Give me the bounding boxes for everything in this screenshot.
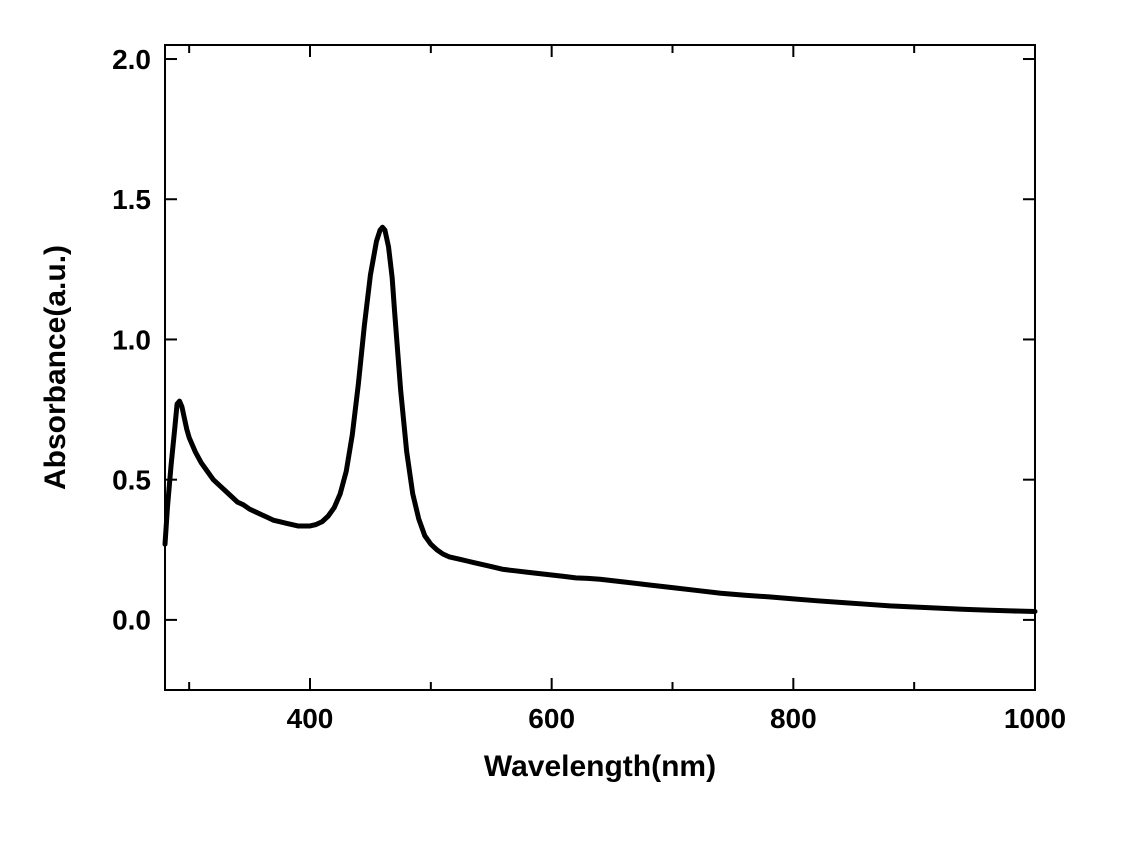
x-axis-title: Wavelength(nm) [484, 750, 716, 783]
plot-border [165, 45, 1035, 690]
absorbance-chart: 400 600 800 1000 0.0 0.5 1.0 1.5 2.0 Wavelength(n… [0, 0, 1143, 842]
y-tick-label: 0.5 [112, 464, 151, 495]
y-tick-label: 2.0 [112, 44, 151, 75]
y-tick-label: 0.0 [112, 605, 151, 636]
absorbance-spectrum [165, 227, 1035, 611]
y-tick-label: 1.0 [112, 324, 151, 355]
chart-svg: 400 600 800 1000 0.0 0.5 1.0 1.5 2.0 Wavelength(n… [0, 0, 1143, 842]
x-tick-label: 800 [770, 703, 817, 734]
x-tick-label: 600 [528, 703, 575, 734]
x-tick-label: 400 [287, 703, 334, 734]
y-tick-label: 1.5 [112, 184, 151, 215]
y-axis-title: Absorbance(a.u.) [39, 245, 72, 490]
x-tick-label: 1000 [1004, 703, 1066, 734]
